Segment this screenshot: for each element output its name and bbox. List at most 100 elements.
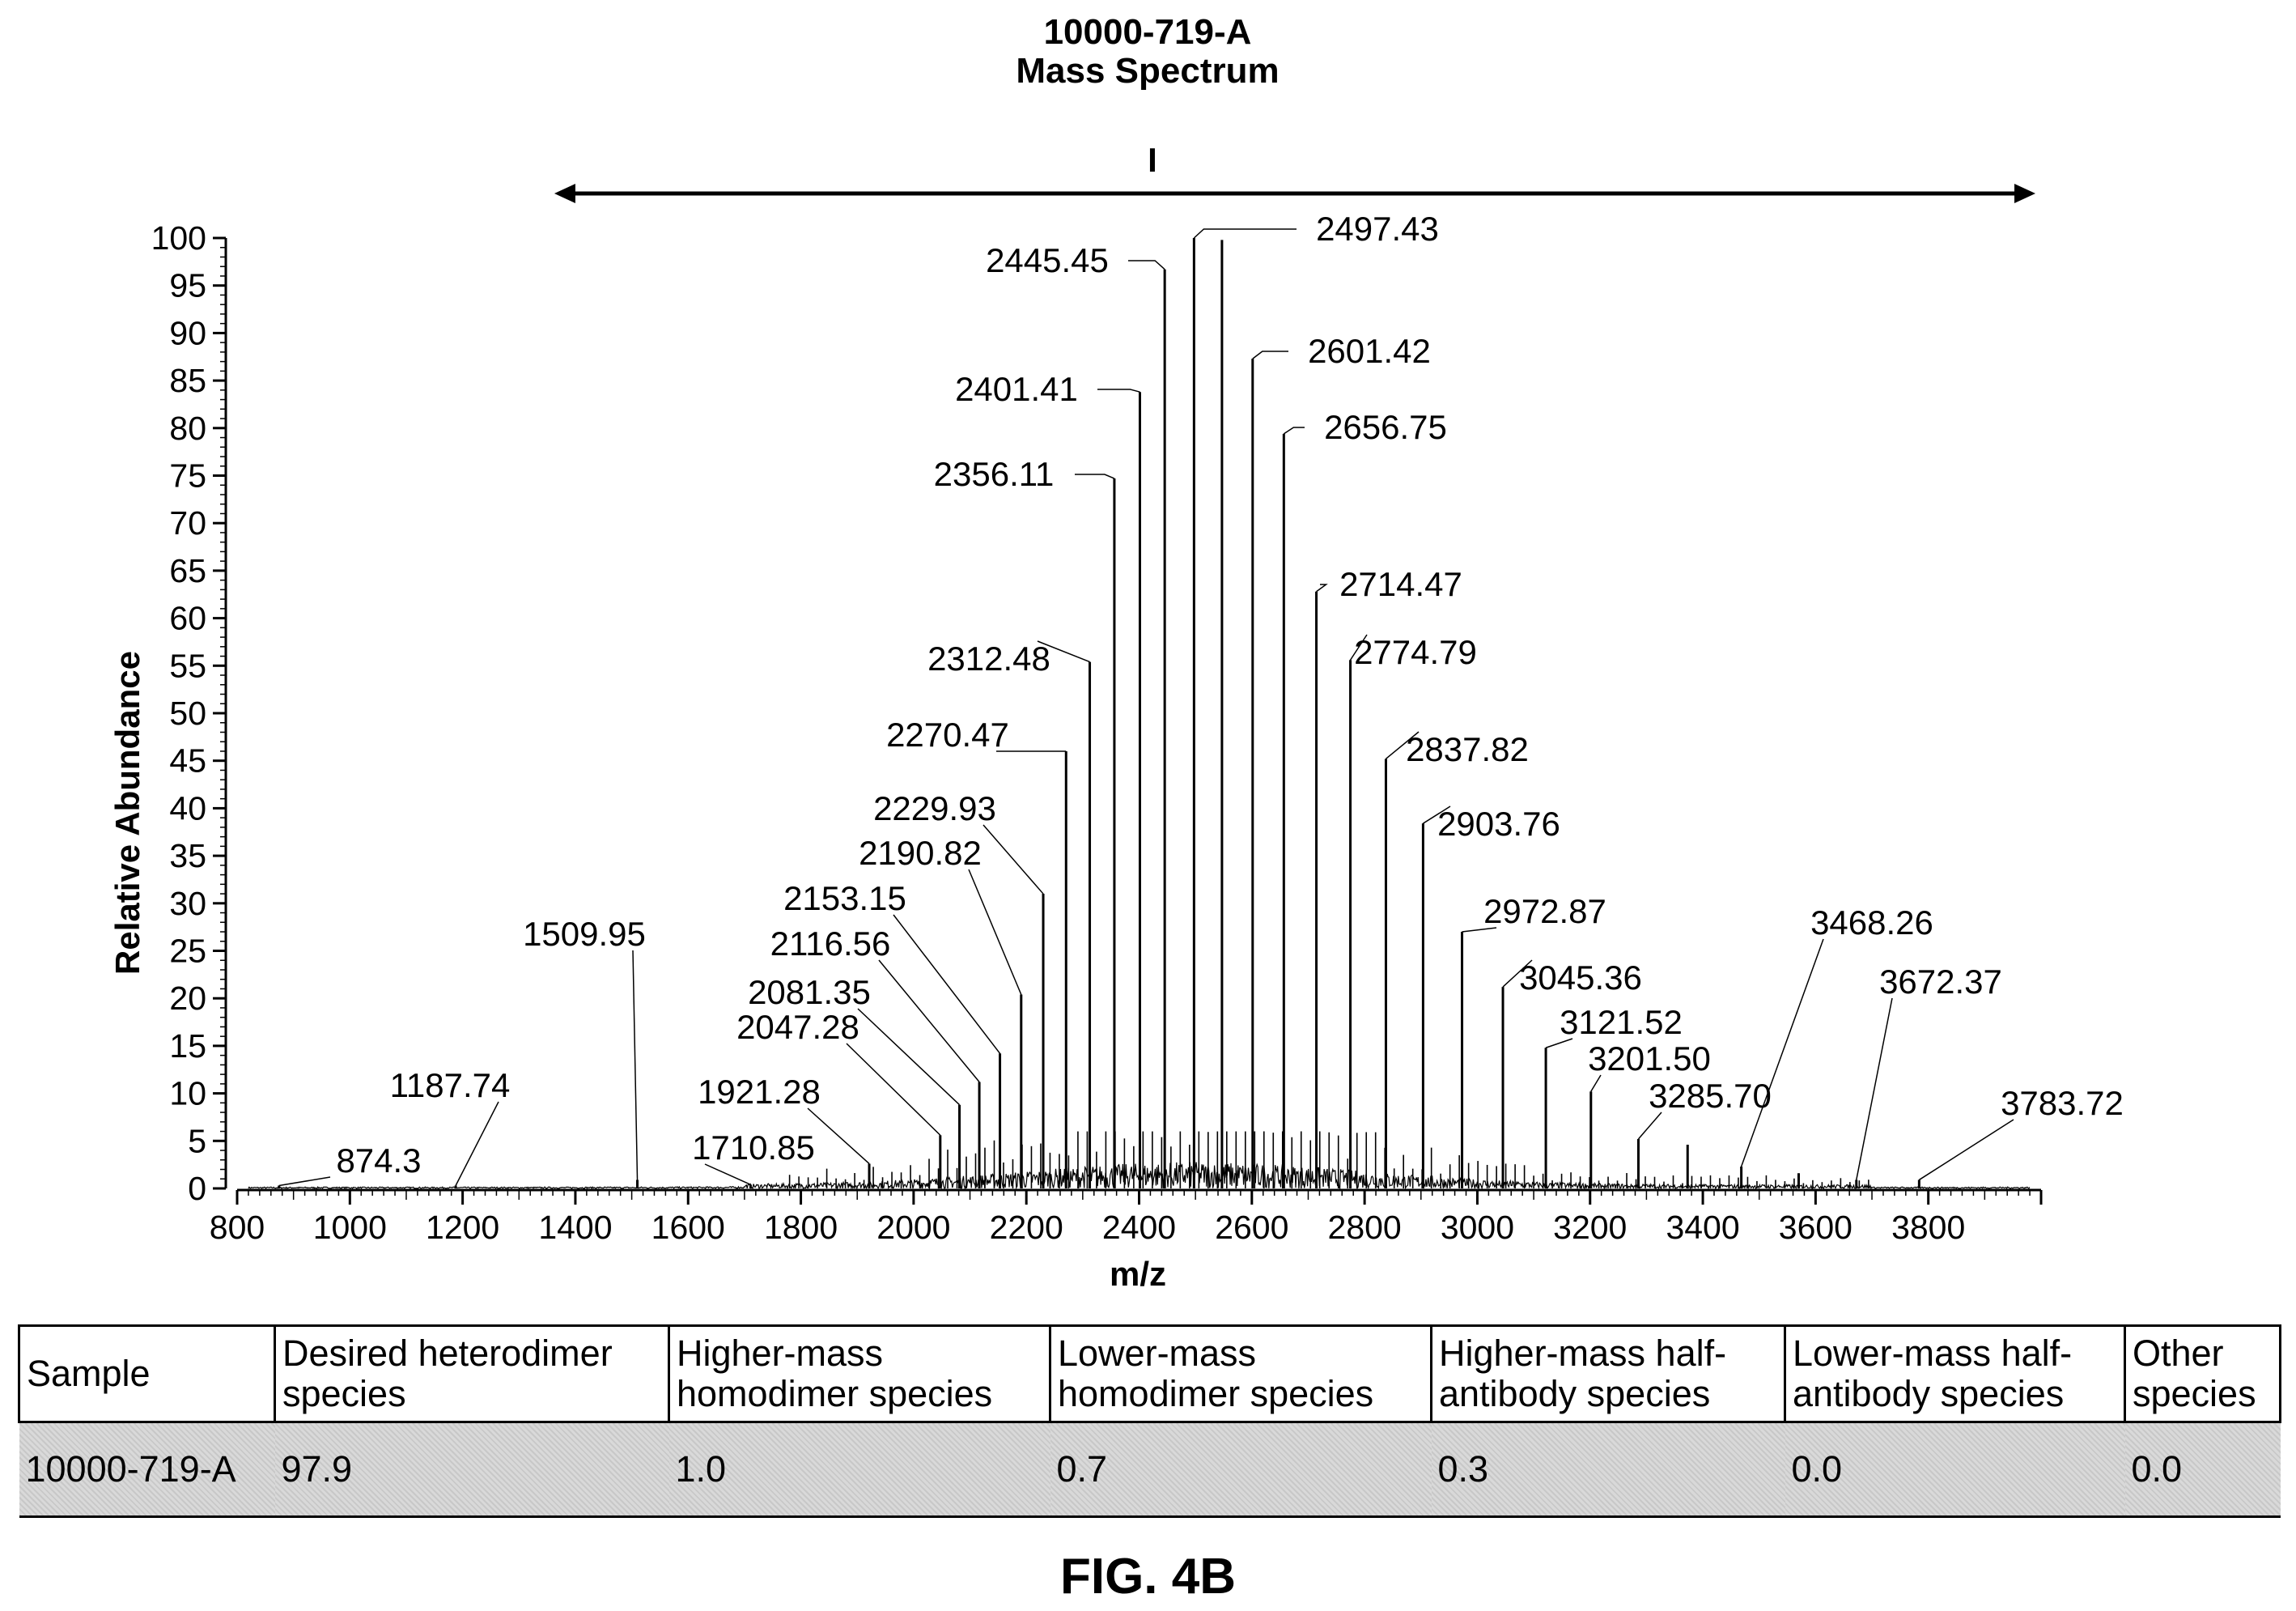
peak-leader: [1037, 640, 1090, 663]
cell-lower-mass-half-antibody: 0.0: [1785, 1421, 2125, 1518]
peak-label: 2401.41: [955, 370, 1078, 408]
peak-label: 2153.15: [783, 879, 906, 917]
x-tick-label: 1600: [651, 1209, 725, 1246]
peak-label: 3285.70: [1649, 1077, 1772, 1115]
y-tick-label: 65: [169, 552, 206, 589]
y-tick-label: 70: [169, 504, 206, 542]
peak-label: 2229.93: [873, 789, 996, 827]
y-tick-label: 75: [169, 457, 206, 495]
peak-leader: [807, 1107, 870, 1165]
peak-label: 2656.75: [1324, 408, 1447, 446]
peak-leader: [846, 1043, 941, 1136]
x-tick-label: 3600: [1779, 1209, 1853, 1246]
peak-leader: [1918, 1119, 2014, 1181]
peak-leader: [1423, 806, 1451, 824]
peak-leader: [455, 1101, 499, 1186]
peak-label: 3045.36: [1519, 959, 1642, 997]
y-tick-label: 55: [169, 647, 206, 684]
chart-subtitle: Mass Spectrum: [1016, 51, 1279, 91]
x-axis: 800 1000 1200 1400 1600 1800 2000 2200 2400 2600 2…: [210, 1188, 2043, 1246]
peak-leader: [1075, 474, 1115, 479]
x-tick-label: 2000: [876, 1209, 950, 1246]
y-tick-label: 85: [169, 362, 206, 399]
peak-label: 1921.28: [698, 1073, 821, 1111]
header-sample: Sample: [18, 1324, 276, 1423]
x-tick-label: 3000: [1441, 1209, 1514, 1246]
x-tick-label: 2600: [1215, 1209, 1288, 1246]
cell-desired-heterodimer: 97.9: [274, 1421, 669, 1518]
header-higher-mass-homodimer: Higher-mass homodimer species: [668, 1324, 1051, 1423]
peak-leader: [1590, 1074, 1602, 1092]
peak-label: 1509.95: [523, 915, 646, 953]
x-axis-title: m/z: [1110, 1255, 1166, 1293]
y-tick-label: 40: [169, 789, 206, 827]
peak-leader: [1252, 351, 1288, 359]
peak-label: 874.3: [336, 1141, 421, 1180]
bracket-left-arrow: [554, 184, 575, 203]
y-tick-label: 5: [188, 1122, 206, 1159]
x-tick-label: 3400: [1666, 1209, 1739, 1246]
cell-higher-mass-half-antibody: 0.3: [1431, 1421, 1785, 1518]
table-header-row: Sample Desired heterodimer species Highe…: [18, 1324, 2281, 1423]
spectrum-baseline: [248, 1131, 2031, 1191]
peak-leader: [982, 824, 1044, 895]
y-axis-title: Relative Abundance: [108, 651, 146, 975]
table-row: 10000-719-A 97.9 1.0 0.7 0.3 0.0 0.0: [19, 1421, 2281, 1518]
peak-leader: [1385, 731, 1420, 759]
peak-leader: [1349, 634, 1368, 661]
peak-label: 3121.52: [1560, 1003, 1683, 1041]
x-tick-label: 2800: [1328, 1209, 1402, 1246]
y-axis: 0 5 10 15 20 25 30 35 40 45 50 55 60 65 70 75 80 85 90 95 10…: [151, 219, 227, 1207]
x-tick-label: 1200: [426, 1209, 499, 1246]
peak-leader: [278, 1176, 331, 1187]
y-tick-label: 15: [169, 1027, 206, 1065]
y-tick-label: 50: [169, 695, 206, 732]
peak-leader: [1283, 427, 1305, 435]
peak-label: 2270.47: [886, 716, 1009, 754]
x-tick-label: 2400: [1102, 1209, 1176, 1246]
peak-label: 1187.74: [390, 1066, 511, 1104]
peak-label: 2601.42: [1308, 332, 1431, 370]
peak-label: 2497.43: [1316, 210, 1439, 248]
peak-leader: [1545, 1038, 1573, 1048]
peak-label: 2903.76: [1437, 805, 1560, 843]
peak-label: 2047.28: [736, 1008, 859, 1046]
peak-leader: [1316, 584, 1328, 593]
y-tick-label: 100: [151, 219, 206, 257]
y-tick-label: 25: [169, 933, 206, 970]
peak-leader: [1740, 938, 1824, 1167]
cell-higher-mass-homodimer: 1.0: [668, 1421, 1050, 1518]
peak-leader: [1097, 389, 1140, 393]
peak-label: 2081.35: [748, 973, 871, 1011]
peak-leader: [1856, 997, 1893, 1180]
bracket-right-arrow: [2014, 184, 2036, 203]
range-bracket: [554, 184, 2036, 203]
peak-leader: [857, 1008, 961, 1106]
y-tick-label: 45: [169, 742, 206, 780]
x-tick-label: 3200: [1553, 1209, 1627, 1246]
y-tick-label: 10: [169, 1075, 206, 1112]
peak-leader: [1128, 260, 1165, 270]
cell-other-species: 0.0: [2124, 1421, 2281, 1518]
y-tick-label: 80: [169, 410, 206, 447]
x-tick-label: 1000: [313, 1209, 387, 1246]
peak-label: 2116.56: [770, 925, 891, 963]
peak-label: 3783.72: [2001, 1084, 2124, 1122]
spectrum-peaks: [278, 238, 1920, 1188]
peak-leader: [968, 869, 1022, 995]
peak-label: 3672.37: [1879, 963, 2002, 1001]
header-higher-mass-half-antibody: Higher-mass half-antibody species: [1430, 1324, 1786, 1423]
y-tick-label: 90: [169, 314, 206, 351]
peak-label: 3468.26: [1810, 903, 1933, 942]
peak-label: 3201.50: [1588, 1039, 1711, 1078]
cell-lower-mass-homodimer: 0.7: [1050, 1421, 1432, 1518]
mass-spectrum-chart: 10000-719-A Mass Spectrum I 0 5 10 15 20 25 30…: [108, 12, 2124, 1293]
peak-labels: 874.3 1187.74 1509.95 1710.85 1921.28 2047.28…: [278, 210, 2124, 1187]
y-tick-label: 35: [169, 837, 206, 874]
results-table: Sample Desired heterodimer species Highe…: [18, 1324, 2281, 1518]
figure-label: FIG. 4B: [1059, 1549, 1237, 1605]
y-tick-label: 20: [169, 980, 206, 1017]
peak-leader: [1502, 959, 1533, 988]
y-tick-label: 30: [169, 885, 206, 922]
peak-label: 2774.79: [1354, 633, 1477, 671]
